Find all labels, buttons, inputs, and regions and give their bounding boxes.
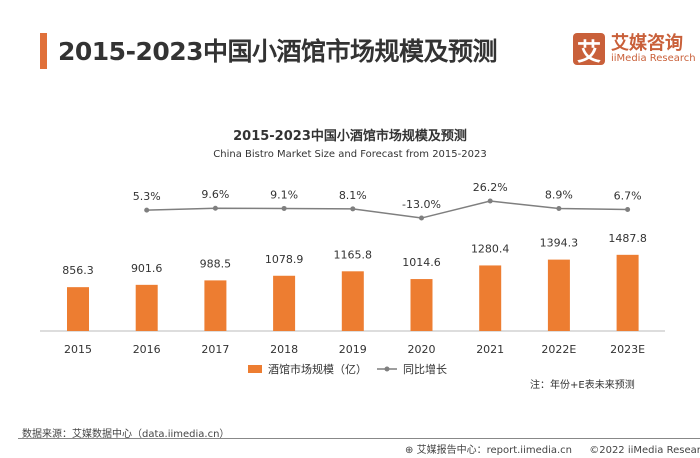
x-tick-label: 2020	[408, 343, 436, 356]
growth-data-label: 26.2%	[473, 181, 508, 194]
legend-bar-label: 酒馆市场规模（亿）	[268, 363, 367, 376]
growth-point	[350, 206, 356, 212]
x-tick-label: 2015	[64, 343, 92, 356]
x-tick-label: 2019	[339, 343, 367, 356]
growth-data-label: 9.6%	[201, 188, 229, 201]
title-accent-bar	[40, 33, 47, 69]
bar-data-label: 1280.4	[471, 242, 510, 255]
bar	[547, 259, 570, 331]
bar	[67, 287, 89, 331]
bar	[273, 275, 296, 331]
bar-data-label: 856.3	[62, 264, 94, 277]
growth-data-label: 6.7%	[614, 189, 642, 202]
bar	[410, 279, 433, 331]
logo-cn: 艾媒咨询	[611, 32, 683, 54]
bar	[341, 271, 364, 331]
iimedia-logo: 艾 艾媒咨询 iiMedia Research	[573, 32, 696, 66]
growth-point	[212, 205, 218, 211]
footer-report[interactable]: 艾媒报告中心：report.iimedia.cn	[416, 445, 573, 456]
growth-point	[487, 198, 493, 204]
growth-point	[556, 206, 562, 212]
growth-data-label: 5.3%	[133, 190, 161, 203]
growth-point	[281, 205, 287, 211]
footer-copyright: ©2022 iiMedia Research Inc	[589, 445, 700, 456]
globe-icon: ⊕	[405, 445, 414, 456]
growth-data-label: -13.0%	[402, 198, 441, 211]
legend-line-swatch	[377, 366, 397, 372]
growth-data-label: 9.1%	[270, 188, 298, 201]
data-source: 数据来源：艾媒数据中心（data.iimedia.cn）	[22, 429, 230, 440]
x-tick-label: 2021	[476, 343, 504, 356]
legend-line-label: 同比增长	[403, 363, 447, 376]
footer-divider	[18, 438, 700, 439]
bar	[204, 280, 227, 331]
chart-title: 2015-2023中国小酒馆市场规模及预测	[233, 129, 467, 144]
growth-point	[419, 215, 424, 221]
page-title: 2015-2023中国小酒馆市场规模及预测	[58, 37, 498, 66]
growth-data-label: 8.1%	[339, 189, 367, 202]
bar	[479, 265, 502, 331]
x-tick-label: 2022E	[541, 343, 576, 356]
bar	[616, 254, 639, 331]
forecast-note: 注：年份+E表未来预测	[530, 380, 635, 391]
bar-data-label: 901.6	[131, 262, 163, 275]
growth-data-label: 8.9%	[545, 189, 573, 202]
bar-data-label: 1078.9	[265, 253, 304, 266]
x-tick-label: 2017	[201, 343, 229, 356]
logo-mark: 艾	[573, 33, 605, 66]
growth-point	[144, 207, 150, 213]
bar-data-label: 988.5	[200, 257, 232, 270]
x-tick-label: 2016	[133, 343, 161, 356]
x-tick-label: 2018	[270, 343, 298, 356]
legend-bar-swatch	[248, 365, 262, 373]
logo-en: iiMedia Research	[611, 53, 696, 65]
x-tick-label: 2023E	[610, 343, 645, 356]
bar-data-label: 1394.3	[540, 237, 579, 250]
bar	[135, 284, 158, 331]
bar-data-label: 1487.8	[608, 232, 647, 245]
chart-subtitle: China Bistro Market Size and Forecast fr…	[213, 149, 487, 160]
footer: ⊕ 艾媒报告中心：report.iimedia.cn ©2022 iiMedia…	[405, 441, 700, 456]
legend: 酒馆市场规模（亿） 同比增长	[248, 361, 447, 377]
growth-line	[146, 200, 628, 219]
bar-data-label: 1014.6	[402, 256, 441, 269]
bar-data-label: 1165.8	[334, 248, 373, 261]
growth-point	[625, 206, 631, 212]
